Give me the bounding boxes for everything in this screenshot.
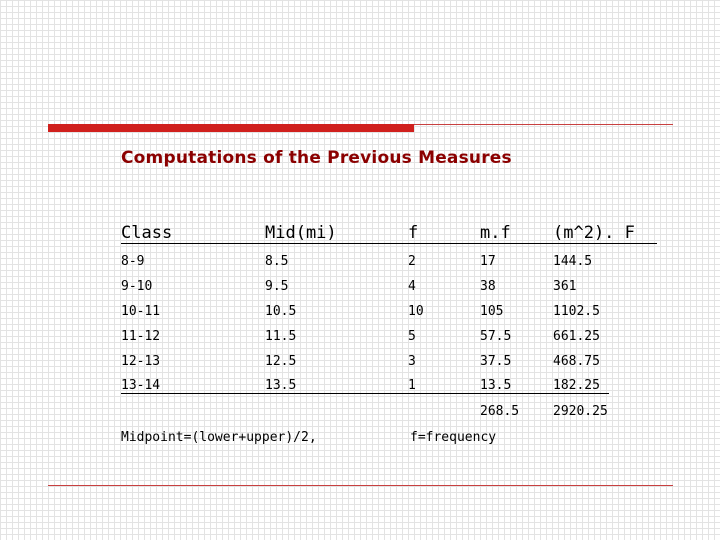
cell-mid: 8.5 (265, 254, 289, 269)
midpoint-note: Midpoint=(lower+upper)/2, (121, 430, 317, 445)
cell-mf: 105 (480, 304, 504, 319)
cell-m2f: 144.5 (553, 254, 593, 269)
bottom-divider-line (48, 485, 673, 486)
cell-f: 2 (408, 254, 416, 269)
cell-m2f: 1102.5 (553, 304, 600, 319)
cell-f: 1 (408, 378, 416, 393)
top-accent-bar (48, 124, 414, 132)
top-divider-line (414, 124, 673, 125)
cell-mf: 57.5 (480, 329, 512, 344)
cell-class: 13-14 (121, 378, 161, 393)
cell-mid: 12.5 (265, 354, 297, 369)
cell-m2f: 661.25 (553, 329, 600, 344)
total-m2f: 2920.25 (553, 404, 608, 419)
cell-class: 8-9 (121, 254, 145, 269)
cell-class: 10-11 (121, 304, 161, 319)
cell-class: 11-12 (121, 329, 161, 344)
header-m2f: (m^2). F (553, 223, 635, 243)
cell-f: 5 (408, 329, 416, 344)
cell-f: 10 (408, 304, 424, 319)
cell-mid: 13.5 (265, 378, 297, 393)
cell-mf: 38 (480, 279, 496, 294)
cell-mf: 37.5 (480, 354, 512, 369)
header-class: Class (121, 223, 173, 243)
frequency-note: f=frequency (410, 430, 497, 445)
cell-f: 3 (408, 354, 416, 369)
header-underline (121, 243, 657, 244)
last-row-underline (121, 393, 609, 394)
cell-m2f: 361 (553, 279, 577, 294)
header-f: f (408, 223, 419, 243)
cell-m2f: 182.25 (553, 378, 600, 393)
cell-f: 4 (408, 279, 416, 294)
cell-m2f: 468.75 (553, 354, 600, 369)
total-mf: 268.5 (480, 404, 520, 419)
cell-mid: 11.5 (265, 329, 297, 344)
cell-mf: 13.5 (480, 378, 512, 393)
cell-mid: 9.5 (265, 279, 289, 294)
header-mf: m.f (480, 223, 511, 243)
cell-mf: 17 (480, 254, 496, 269)
cell-class: 9-10 (121, 279, 153, 294)
slide-title: Computations of the Previous Measures (121, 148, 512, 168)
cell-class: 12-13 (121, 354, 161, 369)
cell-mid: 10.5 (265, 304, 297, 319)
header-mid: Mid(mi) (265, 223, 337, 243)
